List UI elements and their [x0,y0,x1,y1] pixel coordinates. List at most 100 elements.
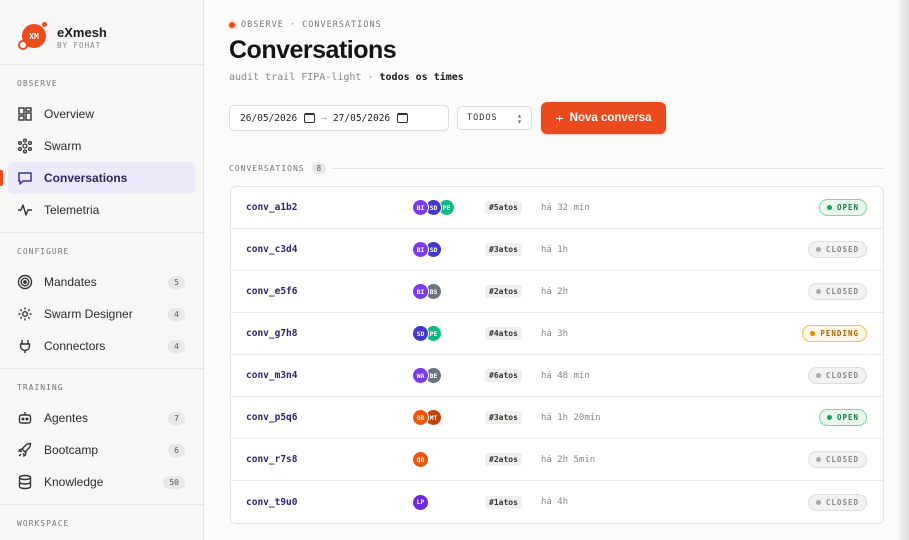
sidebar-item-overview[interactable]: Overview [8,98,195,130]
sidebar-section-title: OBSERVE [17,79,58,88]
conversation-row[interactable]: conv_c3d4 BI SD #3atos há 1h CLOSED [231,229,883,271]
conversation-row[interactable]: conv_g7h8 SD PE #4atos há 3h PENDING [231,313,883,355]
status-dot-icon [826,205,832,210]
count-badge: 6 [168,443,185,457]
sidebar-section-training: TRAINING Agentes 7 Bootcamp 6 Knowledge 50 [0,368,203,504]
team-select[interactable]: TODOS ▴ ▾ [457,106,532,130]
participant-avatars: BI SD [412,241,442,258]
sidebar-item-conversations[interactable]: Conversations [0,162,195,194]
relative-time: há 1h 20min [541,412,601,423]
brand[interactable]: XM eXmesh BY FOHAT [0,0,203,64]
status-badge: PENDING [802,325,867,342]
sidebar-section-configure: CONFIGURE Mandates 5 Swarm Designer 4 Connect… [0,232,203,368]
participant-avatars: BI BS [412,283,442,300]
calendar-icon[interactable] [304,113,316,123]
brand-sub: BY FOHAT [57,41,102,50]
conversation-id-link[interactable]: conv_g7h8 [246,328,298,339]
sidebar-item-label: Swarm [44,139,82,153]
sidebar-section-title: TRAINING [17,383,64,392]
acts-count-badge: #2atos [485,453,522,466]
status-text: PENDING [820,329,859,338]
relative-time: há 2h 5min [541,454,596,465]
status-dot-icon [815,289,821,294]
breadcrumb-text: OBSERVE · CONVERSATIONS [241,20,382,30]
status-text: OPEN [836,413,859,422]
sidebar-item-swarm[interactable]: Swarm [8,130,195,162]
avatar: BE [425,367,442,384]
status-text: CLOSED [825,455,859,464]
participant-avatars: WA BE [412,367,442,384]
sidebar-item-label: Swarm Designer [44,307,133,321]
avatar: WA [412,367,429,384]
relative-time: há 2h [541,286,569,297]
sidebar-item-label: Telemetria [44,203,100,217]
acts-count-badge: #3atos [485,411,522,424]
drawer-shadow [895,0,909,540]
subtitle-prefix: audit trail FIPA-light · [229,72,380,83]
page-subtitle: audit trail FIPA-light · todos os times [229,72,464,83]
sidebar: XM eXmesh BY FOHAT OBSERVE Overview Swarm C… [0,0,204,540]
sidebar-item-label: Knowledge [44,475,104,489]
hexagon-nodes-icon [17,138,33,154]
conversations-list: conv_a1b2 BI SD PE #5atos há 32 min OPEN conv_c… [230,186,884,524]
status-text: OPEN [836,203,859,212]
avatar: SD [412,325,429,342]
conversation-id-link[interactable]: conv_m3n4 [246,370,298,381]
rocket-icon [17,442,33,458]
acts-count-badge: #5atos [485,201,522,214]
team-select-value: TODOS [467,113,498,123]
conversation-id-link[interactable]: conv_r7s8 [246,454,298,465]
count-badge: 7 [168,411,185,425]
sidebar-item-telemetria[interactable]: Telemetria [8,194,195,226]
acts-count-badge: #2atos [485,285,522,298]
list-count-badge: 8 [311,163,327,174]
status-dot-icon [815,247,821,252]
subtitle-scope: todos os times [379,72,464,83]
chat-bubble-icon [17,170,33,186]
status-badge: CLOSED [807,241,867,258]
sidebar-item-connectors[interactable]: Connectors 4 [8,330,195,362]
database-icon [17,474,33,490]
status-dot-icon [810,331,816,336]
status-text: CLOSED [825,497,859,507]
date-from[interactable]: 26/05/2026 [240,112,298,124]
list-header: CONVERSATIONS 8 [229,163,884,174]
conversation-id-link[interactable]: conv_a1b2 [246,202,298,213]
sidebar-item-swarm-designer[interactable]: Swarm Designer 4 [8,298,195,330]
conversation-row[interactable]: conv_t9u0 LP #1atos há 4h CLOSED [231,481,883,523]
acts-count-badge: #1atos [485,495,522,509]
status-dot-icon [826,415,832,420]
sidebar-section-title: CONFIGURE [17,247,70,256]
sidebar-item-knowledge[interactable]: Knowledge 50 [8,466,195,498]
conversation-row[interactable]: conv_a1b2 BI SD PE #5atos há 32 min OPEN [231,187,883,229]
logo-node [18,40,28,50]
status-badge: CLOSED [807,451,867,468]
sidebar-item-mandates[interactable]: Mandates 5 [8,266,195,298]
robot-icon [17,410,33,426]
count-badge: 5 [168,275,185,289]
new-conversation-button[interactable]: + Nova conversa [541,102,666,134]
participant-avatars: QB MT [412,409,442,426]
avatar: QB [412,451,429,468]
date-to[interactable]: 27/05/2026 [332,112,391,124]
conversation-id-link[interactable]: conv_p5q6 [246,412,298,423]
conversation-row[interactable]: conv_r7s8 QB #2atos há 2h 5min CLOSED [231,439,883,481]
participant-avatars: LP [412,493,429,511]
sidebar-item-bootcamp[interactable]: Bootcamp 6 [8,434,195,466]
plug-icon [17,338,33,354]
conversation-id-link[interactable]: conv_t9u0 [246,496,298,508]
status-badge: OPEN [818,409,867,426]
relative-time: há 32 min [541,202,590,213]
calendar-icon[interactable] [397,113,409,123]
participant-avatars: SD PE [412,325,442,342]
count-badge: 50 [163,475,185,489]
conversation-row[interactable]: conv_e5f6 BI BS #2atos há 2h CLOSED [231,271,883,313]
arrow-right-icon: → [321,112,327,124]
conversation-row[interactable]: conv_p5q6 QB MT #3atos há 1h 20min OPEN [231,397,883,439]
conversation-row[interactable]: conv_m3n4 WA BE #6atos há 48 min CLOSED [231,355,883,397]
conversation-id-link[interactable]: conv_c3d4 [246,244,298,255]
sidebar-item-agentes[interactable]: Agentes 7 [8,402,195,434]
conversation-id-link[interactable]: conv_e5f6 [246,286,298,297]
date-range-picker[interactable]: 26/05/2026 → 27/05/2026 [229,105,449,131]
avatar: PE [425,325,442,342]
